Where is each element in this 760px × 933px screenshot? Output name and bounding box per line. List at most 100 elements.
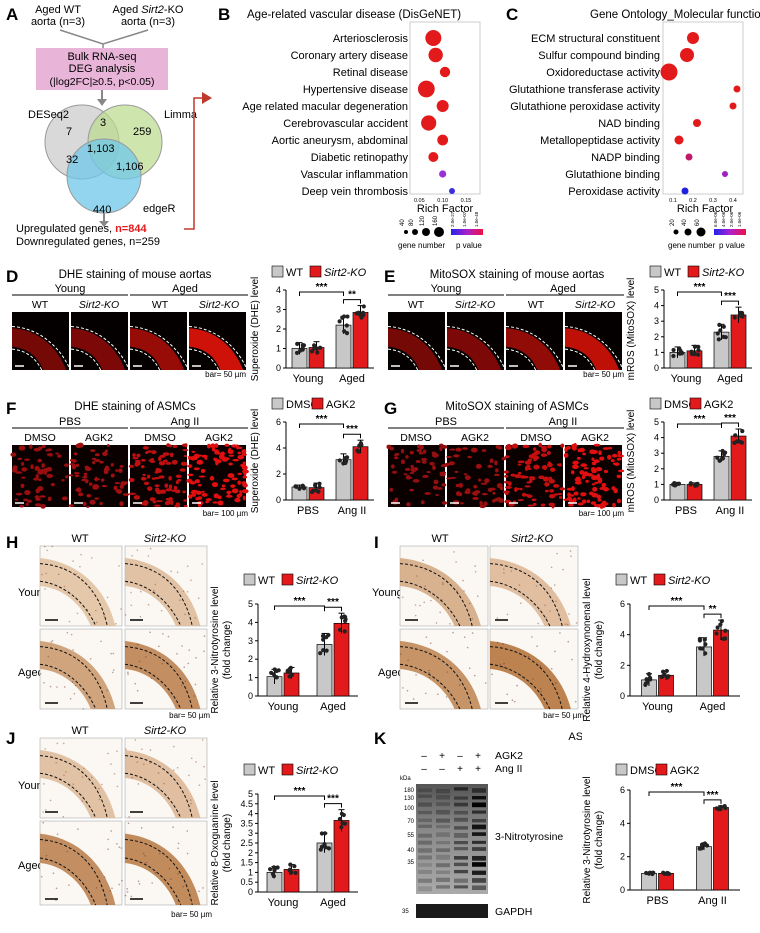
boundary-line [39, 663, 97, 710]
y-axis-label: Relative 3-Nitrotyrosine level [582, 776, 593, 903]
x-category-label: Young [671, 373, 702, 385]
stain-dot [474, 570, 477, 573]
stain-dot [139, 590, 142, 593]
cell [158, 461, 166, 466]
x-axis-label: Rich Factor [417, 203, 474, 215]
cell [165, 497, 170, 501]
enrichment-dot [439, 170, 447, 178]
legend-label: WT [258, 575, 275, 587]
y-tick-label: 4 [248, 617, 253, 627]
stain-dot [502, 568, 505, 570]
data-point [309, 349, 315, 354]
cell [55, 452, 59, 455]
stain-dot [154, 872, 157, 874]
stain-dot [63, 686, 66, 688]
boundary-line [39, 580, 97, 627]
boundary-line [399, 663, 461, 710]
cell [180, 461, 188, 466]
stain-dot [110, 763, 112, 765]
cell [574, 477, 582, 482]
stain-dot [127, 671, 129, 674]
significance-bracket [721, 300, 739, 306]
data-point [718, 328, 723, 333]
data-point [703, 651, 708, 656]
y-tick-label: 2 [620, 660, 625, 670]
panel-f-images: F DHE staining of ASMCs PBS Ang II DMSO … [6, 399, 249, 518]
bar [713, 455, 730, 501]
stain-dot [559, 632, 561, 634]
cell [73, 472, 80, 475]
stain-dot [71, 681, 74, 683]
data-point [322, 831, 328, 836]
cell [47, 496, 52, 502]
angii-label: Ang II [495, 763, 522, 775]
y-tick-label: 6 [620, 599, 625, 609]
cell [75, 487, 82, 493]
stain-dot [556, 552, 558, 555]
panel-c: C Gene Ontology_Molecular function ECM s… [506, 5, 760, 250]
stain-dot [50, 641, 53, 643]
cell [568, 494, 575, 497]
cell [439, 473, 446, 477]
legend-swatch [649, 397, 662, 410]
significance-bracket [299, 423, 344, 428]
mw-marker: 180 [404, 788, 415, 794]
stain-dot [49, 685, 52, 688]
stain-dot [81, 800, 84, 802]
blot-band [472, 824, 486, 830]
sign: – [457, 751, 463, 762]
data-point [357, 443, 362, 448]
cell [113, 485, 118, 491]
blot-band [418, 833, 432, 838]
cell [591, 457, 595, 461]
cell [172, 445, 178, 448]
cell [91, 457, 97, 460]
cell [580, 463, 588, 467]
boundary-line [39, 857, 97, 906]
blot-band [436, 854, 450, 860]
cell [170, 500, 174, 506]
cell [92, 460, 96, 465]
blot-band [454, 878, 468, 883]
cell [616, 498, 622, 504]
cell [544, 489, 549, 493]
blot-band [436, 809, 450, 815]
legend-label: AGK2 [670, 765, 699, 777]
cell [237, 455, 245, 460]
y-tick-label: 4 [276, 285, 281, 295]
data-point [322, 842, 327, 847]
stain-dot [496, 617, 499, 619]
legend-swatch [271, 397, 284, 410]
legend: WT Sirt2-KO [243, 573, 339, 587]
legend-label: DMSO [286, 399, 319, 411]
stain-dot [555, 600, 557, 603]
cell [572, 497, 577, 503]
panel-k-blot: K ASMCs – + – + – – + + AGK2 Ang II kDa … [374, 729, 582, 918]
stain-dot [109, 889, 111, 892]
legend-swatch [281, 763, 294, 776]
data-point [717, 458, 722, 463]
panel-letter: B [218, 5, 230, 24]
cell [168, 497, 173, 502]
cell [586, 499, 591, 504]
boundary-line [124, 663, 182, 710]
stain-dot [95, 609, 97, 612]
stain-dot [154, 583, 157, 586]
cell [144, 451, 149, 454]
cell [590, 501, 597, 505]
blot-band [418, 848, 432, 853]
cell [201, 493, 208, 497]
col-label: WT [431, 533, 448, 545]
cell [143, 481, 150, 486]
cell [421, 460, 427, 464]
stain-dot [176, 571, 179, 574]
data-point [647, 675, 653, 680]
category-labels: Arteriosclerosis Coronary artery disease R… [242, 33, 408, 198]
cell [600, 504, 606, 509]
legend-label: Sirt2-KO [324, 267, 367, 279]
significance-bracket [324, 606, 342, 612]
legend: DMSO AGK2 [271, 397, 355, 411]
cell [522, 444, 530, 449]
cell [549, 493, 556, 499]
